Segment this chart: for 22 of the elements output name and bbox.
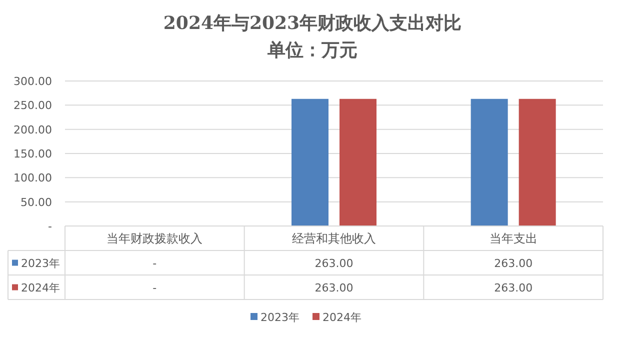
text: 2024年 <box>21 281 60 294</box>
x-tick-label: 当年支出 <box>489 231 538 246</box>
y-tick-label: 250.00 <box>14 99 52 112</box>
data-label: 263.00 <box>314 256 354 270</box>
chart-title: 2024年与2023年财政收入支出对比 <box>163 13 462 34</box>
legend-label: 2024年 <box>322 311 362 324</box>
y-tick-label: 100.00 <box>14 172 52 185</box>
data-label: - <box>152 281 157 294</box>
y-tick-label: 150.00 <box>14 148 52 160</box>
text: 2023年 <box>21 256 60 270</box>
y-tick-label: 50.00 <box>20 196 52 209</box>
y-tick-label: - <box>48 220 52 233</box>
data-label: 263.00 <box>494 281 533 294</box>
data-label: 263.00 <box>494 256 533 270</box>
legend-label: 2023年 <box>260 311 300 324</box>
y-tick-label: 200.00 <box>14 123 52 136</box>
x-tick-label: 经营和其他收入 <box>292 231 376 246</box>
data-label: 263.00 <box>314 281 354 294</box>
data-label: - <box>152 256 157 270</box>
x-tick-label: 当年财政拨款收入 <box>106 231 203 246</box>
chart-subtitle: 单位：万元 <box>266 40 358 61</box>
y-tick-label: 300.00 <box>14 75 52 88</box>
